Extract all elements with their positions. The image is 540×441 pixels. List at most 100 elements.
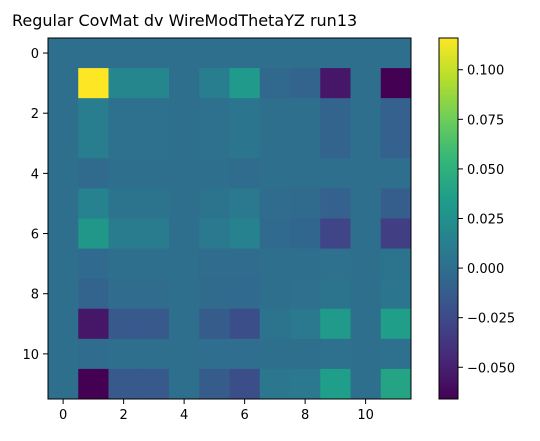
heatmap-cell [199,308,230,340]
colorbar-tick-label: 0.100 [467,64,504,79]
heatmap-cell [48,248,79,280]
heatmap-cell [290,128,321,159]
heatmap-cell [350,158,382,189]
heatmap-cell [229,188,261,219]
heatmap-cell [380,188,412,219]
heatmap-cell [229,158,261,189]
heatmap-cell [108,158,140,189]
heatmap-cell [199,68,230,99]
heatmap-cell [138,68,170,99]
heatmap-cell [48,308,79,340]
heatmap-cell [108,68,140,99]
heatmap-cell [199,338,230,370]
y-tick-label: 0 [31,47,39,62]
heatmap-cell [320,128,351,159]
heatmap-cell [229,368,261,400]
heatmap-cell [138,188,170,219]
colorbar [438,37,459,400]
heatmap-cell [199,188,230,219]
y-tick-label: 8 [31,288,39,303]
heatmap-cell [108,98,140,129]
heatmap-cell [229,68,261,99]
heatmap-cell [108,368,140,400]
heatmap-cell [48,278,79,310]
x-tick-label: 0 [59,408,67,423]
heatmap-cell [138,338,170,370]
heatmap-cell [48,188,79,219]
x-tick-label: 6 [240,408,248,423]
heatmap-cell [199,128,230,159]
heatmap-cell [290,218,321,249]
heatmap-cell [48,368,79,400]
heatmap-cell [290,338,321,370]
heatmap-cell [138,98,170,129]
heatmap-cell [78,128,109,159]
y-tick-label: 4 [31,167,39,182]
heatmap-cell [78,68,109,99]
heatmap-cell [320,368,351,400]
heatmap-cell [350,188,382,219]
heatmap-cell [138,158,170,189]
heatmap-cell [229,38,261,69]
heatmap-cell [108,188,140,219]
heatmap-cell [259,308,291,340]
heatmap-cell [78,338,109,370]
heatmap-cell [169,38,200,69]
y-tick-label: 2 [31,107,39,122]
heatmap-cell [259,98,291,129]
x-tick-label: 8 [301,408,309,423]
heatmap-cell [259,38,291,69]
heatmap-cell [169,308,200,340]
heatmap-cell [320,218,351,249]
heatmap-cell [169,278,200,310]
y-tick-label: 6 [31,228,39,243]
heatmap-cell [290,68,321,99]
heatmap-cell [169,98,200,129]
heatmap-cell [290,278,321,310]
heatmap-cell [320,248,351,280]
heatmap-cell [380,248,412,280]
heatmap-cell [380,308,412,340]
heatmap-cell [350,278,382,310]
heatmap-cell [380,278,412,310]
heatmap-cell [48,158,79,189]
heatmap-cell [229,248,261,280]
heatmap-cell [350,38,382,69]
heatmap-cell [138,278,170,310]
heatmap-cells [48,38,412,400]
heatmap-cell [169,188,200,219]
heatmap-cell [108,278,140,310]
heatmap-cell [350,368,382,400]
heatmap-cell [78,188,109,219]
heatmap-cell [259,158,291,189]
heatmap-cell [259,338,291,370]
heatmap-cell [78,248,109,280]
y-axis: 0 2 4 6 8 10 [22,47,48,363]
heatmap-cell [380,158,412,189]
heatmap-cell [138,218,170,249]
x-tick-label: 10 [357,408,374,423]
heatmap-cell [169,248,200,280]
heatmap-cell [199,248,230,280]
heatmap-cell [108,128,140,159]
colorbar-tick-label: −0.025 [467,312,515,327]
heatmap-cell [229,278,261,310]
colorbar-tick-label: 0.000 [467,262,504,277]
heatmap-cell [290,188,321,219]
colorbar-tick-label: 0.075 [467,113,504,128]
heatmap-cell [48,218,79,249]
heatmap-cell [320,188,351,219]
heatmap-cell [48,68,79,99]
heatmap-cell [169,218,200,249]
heatmap-cell [229,338,261,370]
heatmap-cell [320,38,351,69]
heatmap-cell [229,98,261,129]
heatmap-cell [259,188,291,219]
heatmap-cell [320,338,351,370]
heatmap-cell [169,128,200,159]
heatmap-cell [290,158,321,189]
heatmap-cell [169,338,200,370]
heatmap-cell [380,38,412,69]
heatmap-cell [199,218,230,249]
